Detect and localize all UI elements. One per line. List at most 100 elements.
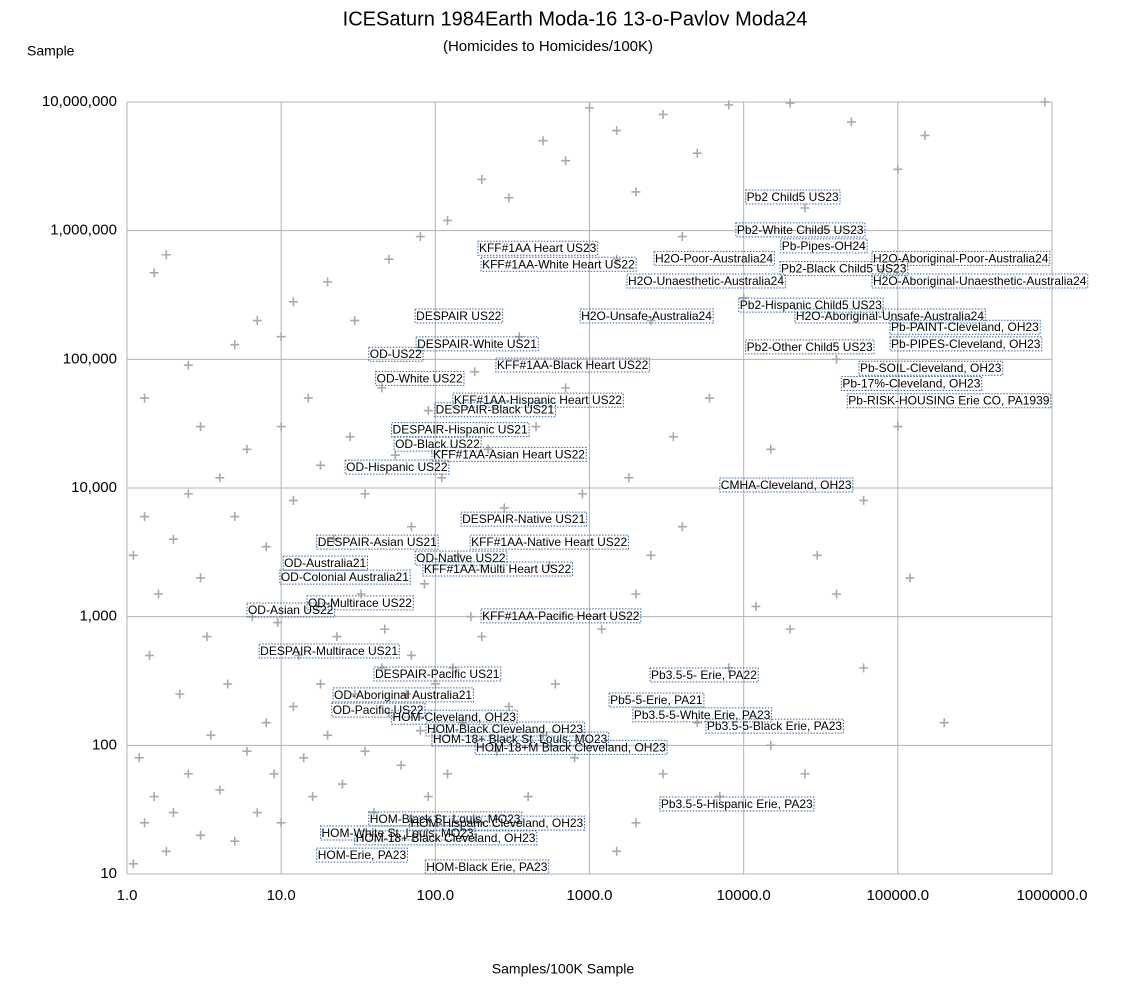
annotation: KFF#1AA-White Heart US22 xyxy=(480,256,637,272)
point xyxy=(704,393,714,403)
annotation: KFF#1AA-Native Heart US22 xyxy=(469,534,629,550)
point xyxy=(175,689,185,699)
annotation: Pb2 Child5 US23 xyxy=(745,189,841,205)
point xyxy=(303,393,313,403)
annotation-box xyxy=(431,731,610,747)
annotation-box xyxy=(649,667,759,683)
point xyxy=(215,785,225,795)
x-axis-title: Samples/100K Sample xyxy=(492,961,635,977)
point xyxy=(350,316,360,326)
point xyxy=(766,444,776,454)
annotation-label: OD-Colonial Australia21 xyxy=(281,570,409,584)
annotation-box xyxy=(871,273,1089,289)
annotation: KFF#1AA-Hispanic Heart US22 xyxy=(452,392,624,408)
annotation: Pb-RISK-HOUSING Erie CO, PA1939 xyxy=(846,393,1052,409)
point xyxy=(230,512,240,522)
annotation: KFF#1AA-Asian Heart US22 xyxy=(431,446,587,462)
annotation-box xyxy=(316,534,439,550)
point xyxy=(570,753,580,763)
point xyxy=(145,650,155,660)
point xyxy=(437,473,447,483)
point xyxy=(550,679,560,689)
point xyxy=(448,663,458,673)
annotation: HOM-18+ Black Cleveland, OH23 xyxy=(354,830,538,846)
annotation: DESPAIR-White US21 xyxy=(415,336,539,352)
point xyxy=(878,264,888,274)
annotation: DESPAIR-Black US21 xyxy=(434,402,556,418)
annotation-box xyxy=(415,336,539,352)
point xyxy=(273,618,283,628)
y-tick-label: 1,000 xyxy=(79,608,117,625)
y-tick-label: 100 xyxy=(92,736,117,753)
annotation-label: HOM-Hispanic Cleveland, OH23 xyxy=(411,816,584,830)
point xyxy=(415,726,425,736)
annotation: H2O-Aboriginal-Unaesthetic-Australia24 xyxy=(871,273,1089,289)
point xyxy=(384,254,394,264)
annotation-label: HOM-Cleveland, OH23 xyxy=(393,710,517,724)
annotation: H2O-Aboriginal-Poor-Australia24 xyxy=(871,250,1051,266)
annotation: CMHA-Cleveland, OH23 xyxy=(719,477,854,493)
chart-title: ICESaturn 1984Earth Moda-16 13-o-Pavlov … xyxy=(343,8,808,30)
annotation-box xyxy=(653,250,775,266)
point xyxy=(396,760,406,770)
annotation-box xyxy=(368,346,424,362)
annotation-box xyxy=(354,830,538,846)
annotation-box xyxy=(282,555,369,571)
annotation-box xyxy=(316,847,408,863)
annotation-label: KFF#1AA-Hispanic Heart US22 xyxy=(454,393,622,407)
annotation-box xyxy=(393,436,482,452)
annotation-label: OD-White US22 xyxy=(377,371,463,385)
point xyxy=(377,663,387,673)
annotation-box xyxy=(409,815,586,831)
point xyxy=(196,830,206,840)
annotation: KFF#1AA-Pacific Heart US22 xyxy=(480,608,642,624)
point xyxy=(612,846,622,856)
annotation-label: KFF#1AA Heart US23 xyxy=(479,241,597,255)
annotation: HOM-Erie, PA23 xyxy=(316,847,408,863)
point xyxy=(561,383,571,393)
annotation-label: KFF#1AA-White Heart US22 xyxy=(482,257,635,271)
annotation-box xyxy=(391,422,530,438)
annotation-box xyxy=(344,459,450,475)
point xyxy=(276,818,286,828)
point xyxy=(242,746,252,756)
point xyxy=(443,215,453,225)
annotation-label: Pb-17%-Cleveland, OH23 xyxy=(842,376,980,390)
x-tick-label: 10000.0 xyxy=(717,887,771,904)
annotation: HOM-Cleveland, OH23 xyxy=(391,709,518,725)
annotation-label: HOM-18+ Black Cleveland, OH23 xyxy=(356,831,536,845)
annotation-label: Pb3.5-5- Erie, PA22 xyxy=(651,668,757,682)
annotation-box xyxy=(474,739,668,755)
point xyxy=(308,792,318,802)
annotation-box xyxy=(480,608,642,624)
y-tick-label: 1,000,000 xyxy=(50,222,117,239)
point xyxy=(202,632,212,642)
annotation: Pb-SOIL-Cleveland, OH23 xyxy=(858,360,1004,376)
point xyxy=(332,632,342,642)
point xyxy=(430,679,440,689)
point xyxy=(766,740,776,750)
point xyxy=(499,503,509,513)
point xyxy=(423,792,433,802)
annotation-label: H2O-Unsafe-Australia24 xyxy=(581,309,712,323)
point xyxy=(677,232,687,242)
annotation: KFF#1AA Heart US23 xyxy=(477,240,599,256)
annotation: HOM-Black Erie, PA23 xyxy=(424,859,550,875)
point xyxy=(658,769,668,779)
point xyxy=(831,589,841,599)
annotation-box xyxy=(425,721,585,737)
point xyxy=(631,187,641,197)
annotation: OD-Multirace US22 xyxy=(306,595,414,611)
annotation: Pb3.5-5-White Erie, PA23 xyxy=(632,707,773,723)
annotation-label: Pb2-Black Child5 US23 xyxy=(781,262,907,276)
point xyxy=(538,136,548,146)
point xyxy=(350,689,360,699)
annotation: Pb-17%-Cleveland, OH23 xyxy=(840,375,983,391)
point xyxy=(631,818,641,828)
annotation-label: HOM-Black St. Louis, MO23 xyxy=(370,812,521,826)
annotation-box xyxy=(745,339,875,355)
annotation-label: DESPAIR-White US21 xyxy=(417,337,537,351)
annotation: H2O-Unsafe-Australia24 xyxy=(579,308,714,324)
annotation-label: CMHA-Cleveland, OH23 xyxy=(721,478,852,492)
point xyxy=(269,769,279,779)
